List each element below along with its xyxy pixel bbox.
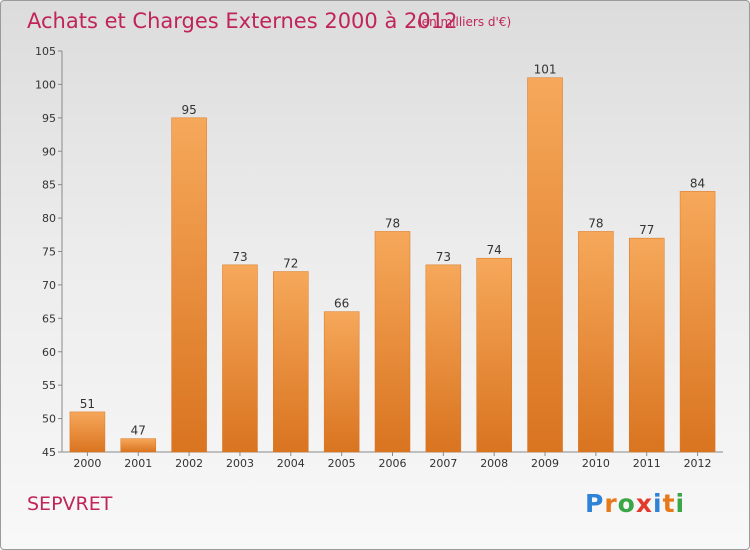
logo-letter: x — [635, 489, 653, 518]
y-tick-label: 85 — [42, 179, 56, 192]
value-label-2004: 72 — [283, 257, 298, 271]
bar-2002 — [171, 117, 207, 453]
bar-2001 — [120, 438, 157, 453]
chart-title: Achats et Charges Externes 2000 à 2012 — [27, 9, 457, 33]
chart-unit-note: (en milliers d'€) — [417, 15, 511, 29]
x-tick-label-2011: 2011 — [633, 457, 661, 470]
logo-letter: P — [585, 489, 605, 518]
bar-2000 — [69, 411, 106, 453]
x-tick-label-2006: 2006 — [379, 457, 407, 470]
value-label-2006: 78 — [385, 216, 400, 230]
bar-2012 — [679, 191, 716, 453]
bar-2011 — [628, 237, 665, 453]
x-tick-label-2005: 2005 — [328, 457, 356, 470]
logo-letter: i — [675, 489, 686, 518]
value-label-2008: 74 — [487, 243, 502, 257]
y-tick-label: 75 — [42, 246, 56, 259]
logo-letter: o — [617, 489, 636, 518]
x-tick-label-2009: 2009 — [531, 457, 559, 470]
value-label-2010: 78 — [588, 216, 603, 230]
bar-2004 — [273, 271, 309, 453]
y-tick-label: 60 — [42, 346, 56, 359]
y-tick-label: 70 — [42, 279, 56, 292]
bar-2005 — [323, 311, 360, 453]
value-label-2012: 84 — [690, 176, 705, 190]
value-label-2011: 77 — [639, 223, 654, 237]
bar-2009 — [527, 77, 563, 453]
logo-letter: t — [662, 489, 676, 518]
value-label-2005: 66 — [334, 297, 349, 311]
x-tick-label-2012: 2012 — [684, 457, 712, 470]
y-tick-label: 105 — [35, 45, 56, 58]
value-label-2001: 47 — [131, 424, 146, 438]
bar-2010 — [578, 231, 614, 453]
x-tick-label-2004: 2004 — [277, 457, 305, 470]
y-tick-label: 65 — [42, 312, 56, 325]
axes: 45 50 55 60 65 70 75 80 85 90 95 100 105 2000 2001 2002… — [35, 45, 723, 470]
proxiti-logo: Proxiti — [585, 489, 685, 518]
x-tick-label-2000: 2000 — [73, 457, 101, 470]
x-tick-label-2002: 2002 — [175, 457, 203, 470]
value-label-2009: 101 — [534, 63, 557, 77]
x-tick-label-2008: 2008 — [480, 457, 508, 470]
value-label-2007: 73 — [436, 250, 451, 264]
logo-letter: r — [604, 489, 618, 518]
y-tick-label: 90 — [42, 145, 56, 158]
y-tick-label: 50 — [42, 413, 56, 426]
bars: 51 47 95 73 72 66 78 73 74 101 78 77 84 — [69, 63, 716, 453]
x-tick-label-2007: 2007 — [429, 457, 457, 470]
bar-2008 — [476, 257, 512, 453]
value-label-2000: 51 — [80, 397, 95, 411]
y-tick-label: 100 — [35, 78, 56, 91]
bar-2003 — [222, 264, 258, 453]
value-label-2002: 95 — [181, 103, 196, 117]
commune-name: SEPVRET — [27, 493, 113, 515]
x-tick-label-2010: 2010 — [582, 457, 610, 470]
bar-2006 — [374, 231, 411, 453]
y-tick-label: 80 — [42, 212, 56, 225]
logo-letter: i — [653, 489, 663, 518]
value-label-2003: 73 — [232, 250, 247, 264]
y-tick-label: 45 — [42, 446, 56, 459]
x-tick-label-2003: 2003 — [226, 457, 254, 470]
bar-2007 — [425, 264, 462, 453]
y-tick-label: 95 — [42, 112, 56, 125]
y-tick-label: 55 — [42, 379, 56, 392]
x-tick-label-2001: 2001 — [124, 457, 152, 470]
